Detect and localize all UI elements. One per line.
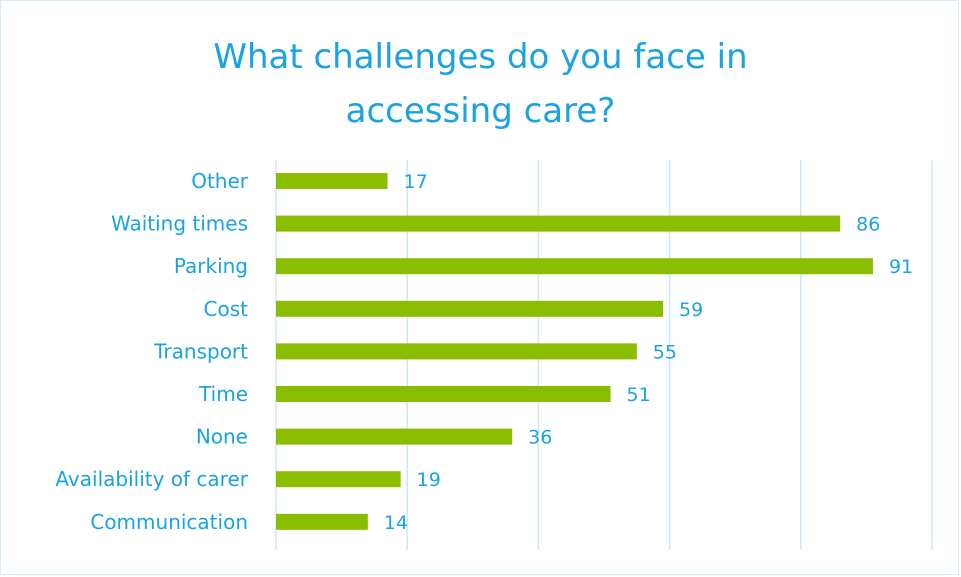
value-label-4: 55 bbox=[653, 341, 677, 363]
bar-6 bbox=[276, 428, 513, 445]
category-label-7: Availability of carer bbox=[55, 467, 248, 491]
value-label-3: 59 bbox=[679, 299, 703, 321]
category-label-3: Cost bbox=[204, 297, 249, 321]
bar-4 bbox=[276, 343, 637, 360]
value-label-0: 17 bbox=[404, 171, 428, 193]
value-label-1: 86 bbox=[856, 214, 880, 236]
category-label-8: Communication bbox=[90, 510, 248, 534]
category-label-6: None bbox=[196, 425, 248, 449]
value-label-2: 91 bbox=[889, 256, 913, 278]
chart-title: What challenges do you face in accessing… bbox=[0, 30, 961, 138]
bar-0 bbox=[276, 173, 388, 189]
bar-2 bbox=[276, 258, 873, 275]
category-label-1: Waiting times bbox=[111, 212, 248, 236]
category-label-0: Other bbox=[191, 169, 249, 193]
chart-title-line-2: accessing care? bbox=[345, 91, 616, 131]
category-label-4: Transport bbox=[153, 339, 248, 363]
value-label-7: 19 bbox=[417, 469, 441, 491]
value-label-8: 14 bbox=[384, 512, 408, 534]
bar-5 bbox=[276, 386, 611, 402]
category-label-5: Time bbox=[198, 382, 248, 406]
value-label-6: 36 bbox=[528, 427, 552, 449]
value-label-5: 51 bbox=[627, 384, 651, 406]
category-label-2: Parking bbox=[174, 254, 248, 278]
bar-1 bbox=[276, 215, 841, 232]
bar-7 bbox=[276, 471, 401, 488]
bar-3 bbox=[276, 300, 664, 317]
bar-8 bbox=[276, 513, 368, 530]
category-labels: Other Waiting times Parking Cost Transport Ti… bbox=[55, 169, 248, 534]
bars bbox=[276, 173, 873, 530]
chart-title-line-1: What challenges do you face in bbox=[213, 37, 748, 77]
